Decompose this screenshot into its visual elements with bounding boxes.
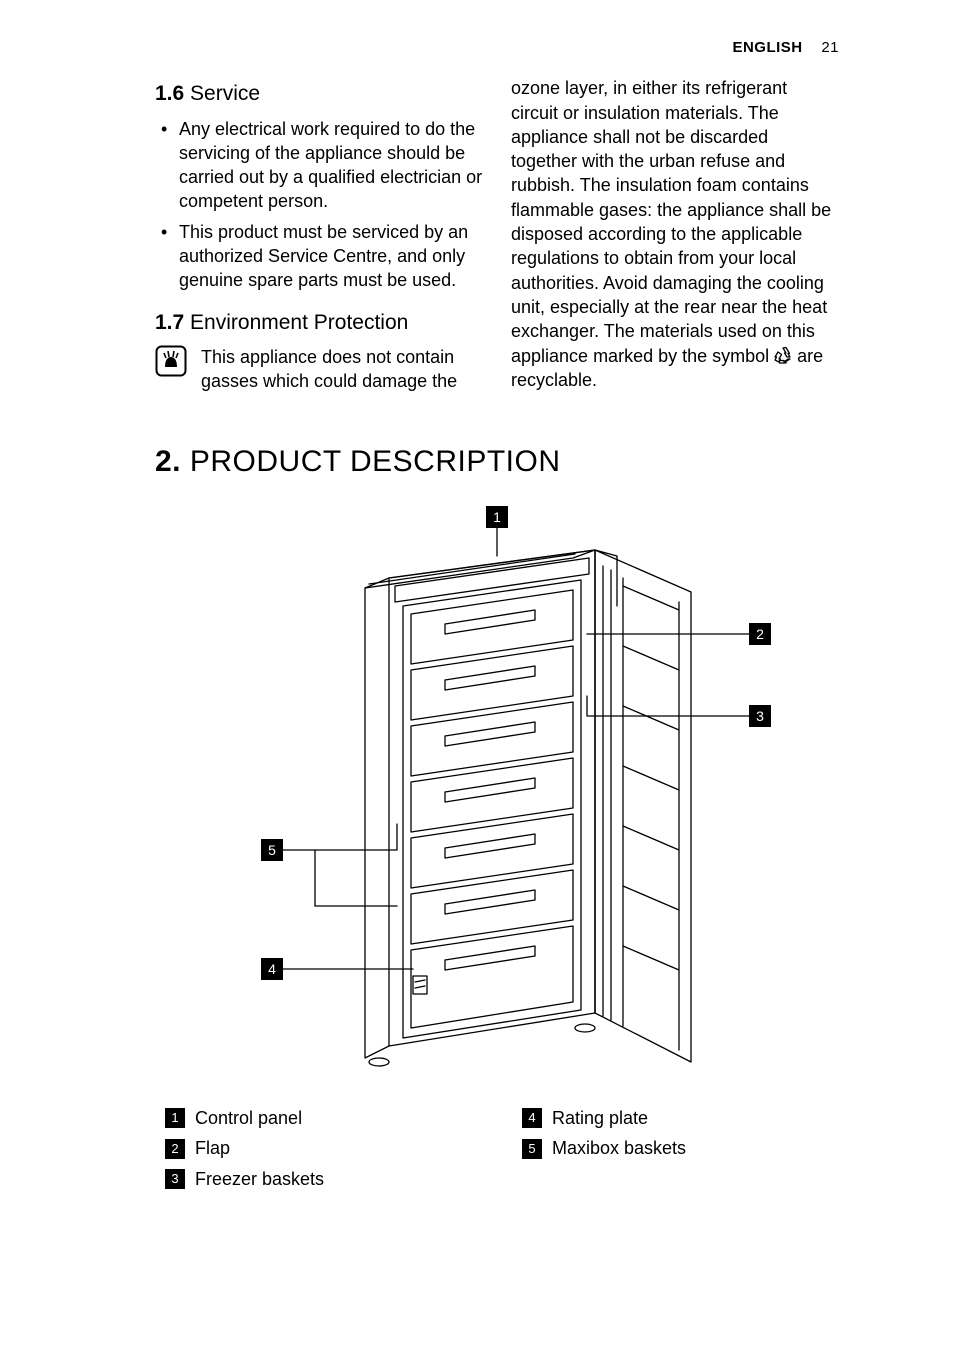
heading-1-6: 1.6 Service — [155, 80, 483, 108]
legend-label: Freezer baskets — [195, 1167, 324, 1191]
product-diagram: 1 2 3 5 4 — [155, 506, 839, 1086]
header-language: ENGLISH — [732, 39, 802, 56]
section-2-text: PRODUCT DESCRIPTION — [190, 445, 561, 478]
recycle-icon — [774, 346, 792, 364]
legend-col-left: 1 Control panel 2 Flap 3 Freezer baskets — [165, 1106, 482, 1197]
page-header: ENGLISH 21 — [155, 38, 839, 58]
service-bullet: Any electrical work required to do the s… — [179, 117, 483, 214]
heading-1-6-number: 1.6 — [155, 82, 184, 105]
legend-item: 2 Flap — [165, 1136, 482, 1160]
legend-item: 1 Control panel — [165, 1106, 482, 1130]
legend-item: 4 Rating plate — [522, 1106, 839, 1130]
env-lead-in: This appliance does not contain gasses w… — [201, 345, 483, 394]
left-column: 1.6 Service Any electrical work required… — [155, 76, 483, 393]
section-2-title: 2. PRODUCT DESCRIPTION — [155, 442, 839, 483]
diagram-legend: 1 Control panel 2 Flap 3 Freezer baskets… — [155, 1106, 839, 1197]
service-bullets: Any electrical work required to do the s… — [155, 117, 483, 293]
freezer-line-drawing — [155, 506, 839, 1086]
legend-num: 5 — [522, 1139, 542, 1159]
heading-1-7-number: 1.7 — [155, 311, 184, 334]
legend-item: 5 Maxibox baskets — [522, 1136, 839, 1160]
right-column: ozone layer, in either its refrigerant c… — [511, 76, 839, 393]
warning-hands-icon — [155, 345, 187, 377]
section-2-number: 2. — [155, 445, 181, 478]
heading-1-7-title: Environment Protection — [190, 311, 408, 334]
legend-label: Flap — [195, 1136, 230, 1160]
legend-label: Control panel — [195, 1106, 302, 1130]
service-bullet: This product must be serviced by an auth… — [179, 220, 483, 293]
legend-label: Rating plate — [552, 1106, 648, 1130]
env-cont-text-a: ozone layer, in either its refrigerant c… — [511, 78, 831, 365]
header-page-number: 21 — [821, 39, 839, 56]
body-columns: 1.6 Service Any electrical work required… — [155, 76, 839, 393]
legend-item: 3 Freezer baskets — [165, 1167, 482, 1191]
legend-num: 3 — [165, 1169, 185, 1189]
legend-label: Maxibox baskets — [552, 1136, 686, 1160]
legend-col-right: 4 Rating plate 5 Maxibox baskets — [522, 1106, 839, 1197]
legend-num: 2 — [165, 1139, 185, 1159]
heading-1-6-title: Service — [190, 82, 260, 105]
env-protection-para: This appliance does not contain gasses w… — [155, 345, 483, 394]
env-continuation: ozone layer, in either its refrigerant c… — [511, 76, 839, 392]
legend-num: 4 — [522, 1108, 542, 1128]
heading-1-7: 1.7 Environment Protection — [155, 309, 483, 337]
legend-num: 1 — [165, 1108, 185, 1128]
